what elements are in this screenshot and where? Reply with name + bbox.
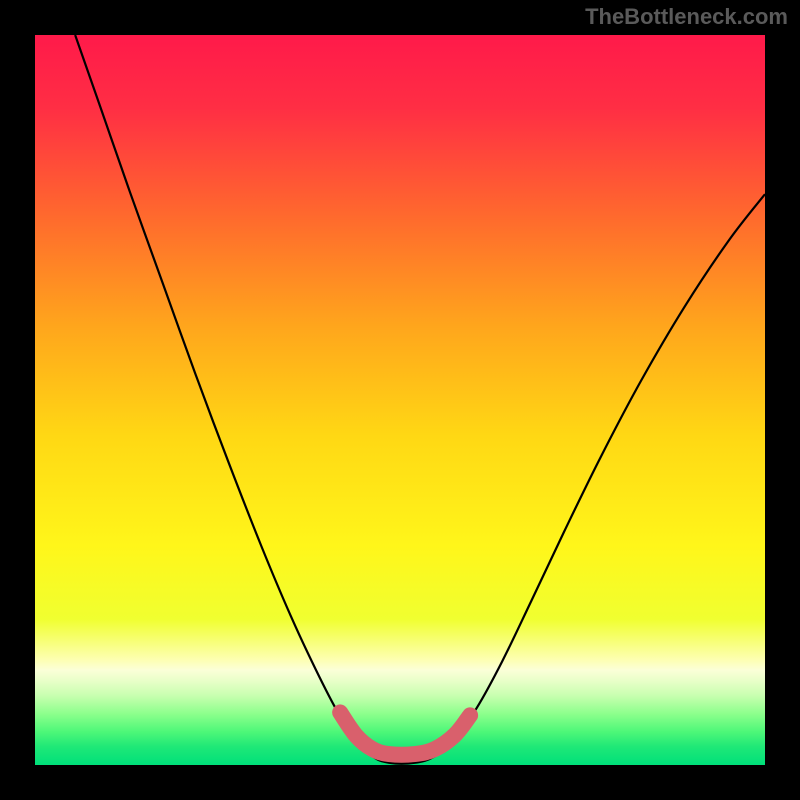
chart-frame: TheBottleneck.com [0, 0, 800, 800]
watermark-text: TheBottleneck.com [585, 4, 788, 30]
plot-svg [35, 35, 765, 765]
plot-area [35, 35, 765, 765]
gradient-background [35, 35, 765, 765]
